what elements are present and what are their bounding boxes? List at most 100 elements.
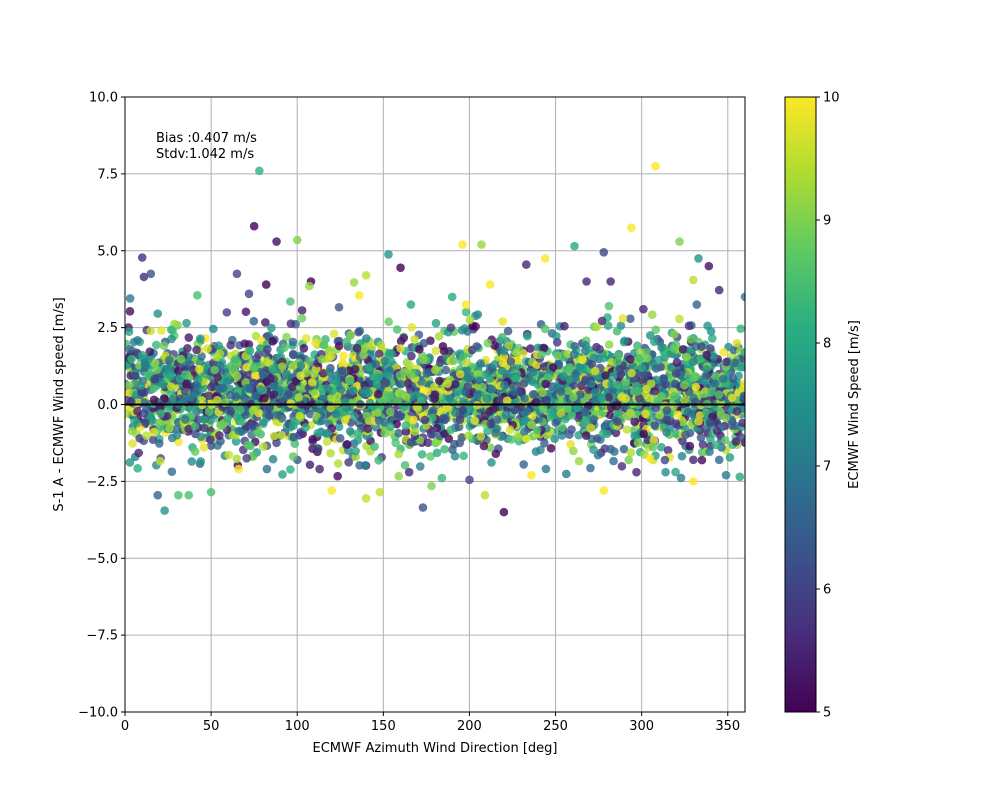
data-point (719, 347, 728, 357)
data-point (483, 338, 493, 348)
data-point (566, 439, 575, 449)
data-point (160, 506, 169, 515)
data-point (232, 412, 242, 422)
data-point (322, 437, 332, 446)
colorbar-label: ECMWF Wind Speed [m/s] (847, 320, 862, 489)
data-point (249, 316, 259, 326)
data-point (406, 370, 416, 380)
data-point (334, 302, 344, 312)
data-point (323, 384, 333, 394)
data-point (232, 454, 242, 464)
data-point (441, 365, 451, 375)
data-point (249, 364, 259, 373)
data-point (351, 446, 360, 456)
data-point (137, 387, 146, 397)
data-point (301, 423, 310, 432)
data-point (442, 403, 452, 413)
data-point (420, 415, 430, 425)
data-point (706, 344, 715, 353)
x-tick-label: 100 (285, 719, 310, 734)
data-point (404, 467, 414, 477)
data-point (639, 304, 648, 314)
data-point (386, 422, 395, 431)
data-point (650, 421, 659, 430)
data-point (148, 435, 158, 445)
data-point (269, 381, 278, 391)
data-point (437, 473, 447, 483)
data-point (132, 418, 141, 427)
data-point (446, 425, 456, 435)
data-point (704, 261, 714, 271)
data-point (689, 275, 698, 285)
data-point (422, 369, 432, 378)
data-point (657, 442, 666, 452)
data-point (260, 394, 269, 403)
data-point (244, 289, 254, 299)
data-point (451, 408, 460, 418)
data-point (565, 364, 574, 374)
data-point (635, 353, 645, 363)
data-point (649, 436, 659, 445)
data-point (396, 344, 405, 353)
data-point (637, 363, 647, 373)
x-tick-label: 0 (121, 719, 129, 734)
data-point (625, 355, 635, 364)
y-tick-label: 0.0 (97, 398, 118, 413)
data-point (399, 333, 409, 343)
data-point (339, 351, 348, 361)
data-point (256, 385, 265, 394)
data-point (374, 456, 383, 465)
data-point (602, 429, 612, 439)
data-point (582, 277, 591, 286)
data-point (415, 345, 424, 354)
data-point (386, 357, 396, 366)
data-point (706, 434, 715, 444)
data-point (657, 392, 666, 401)
data-point (193, 291, 202, 300)
data-point (255, 344, 265, 353)
data-point (290, 439, 300, 448)
data-point (362, 411, 372, 421)
data-point (127, 426, 137, 436)
data-point (707, 334, 717, 343)
data-point (415, 462, 425, 471)
y-tick-label: 7.5 (97, 167, 118, 182)
data-point (641, 409, 650, 419)
data-point (396, 411, 405, 421)
data-point (570, 241, 579, 251)
data-point (152, 365, 161, 375)
data-point (286, 297, 295, 306)
data-point (315, 464, 324, 474)
data-point (363, 424, 373, 434)
data-point (184, 333, 194, 342)
data-point (692, 300, 702, 309)
data-point (243, 440, 253, 450)
data-point (663, 445, 673, 455)
y-axis-label: S-1 A - ECMWF Wind speed [m/s] (52, 297, 67, 511)
data-point (137, 350, 147, 360)
data-point (602, 419, 612, 429)
data-point (428, 406, 438, 415)
data-point (127, 354, 136, 364)
data-point (575, 362, 584, 372)
data-point (180, 370, 190, 379)
data-point (146, 326, 155, 336)
data-point (732, 339, 742, 348)
data-point (277, 413, 287, 423)
data-point (676, 473, 686, 483)
data-point (613, 380, 622, 390)
data-point (498, 332, 507, 342)
data-point (212, 395, 222, 405)
data-point (403, 378, 413, 388)
data-point (617, 461, 627, 471)
data-point (477, 240, 486, 249)
data-point (722, 357, 731, 367)
data-point (313, 428, 322, 438)
data-point (608, 371, 618, 381)
data-point (540, 254, 550, 263)
data-point (288, 421, 298, 431)
data-point (621, 381, 631, 391)
data-point (694, 417, 703, 426)
data-point (345, 426, 355, 436)
data-point (531, 447, 541, 456)
